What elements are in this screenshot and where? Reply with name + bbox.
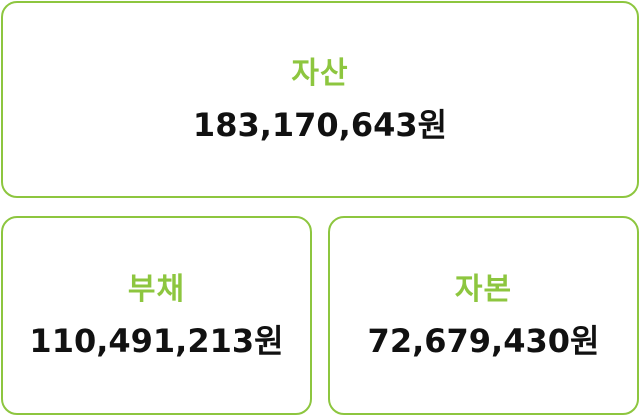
equity-card: 자본 72,679,430원 (328, 216, 639, 415)
equity-label: 자본 (454, 271, 513, 307)
equity-amount: 72,679,430원 (367, 321, 600, 360)
liabilities-amount: 110,491,213원 (29, 321, 284, 360)
liabilities-card: 부채 110,491,213원 (1, 216, 312, 415)
assets-amount: 183,170,643원 (192, 105, 448, 144)
assets-label: 자산 (291, 55, 349, 91)
liabilities-label: 부채 (127, 271, 186, 307)
assets-card: 자산 183,170,643원 (1, 1, 639, 198)
